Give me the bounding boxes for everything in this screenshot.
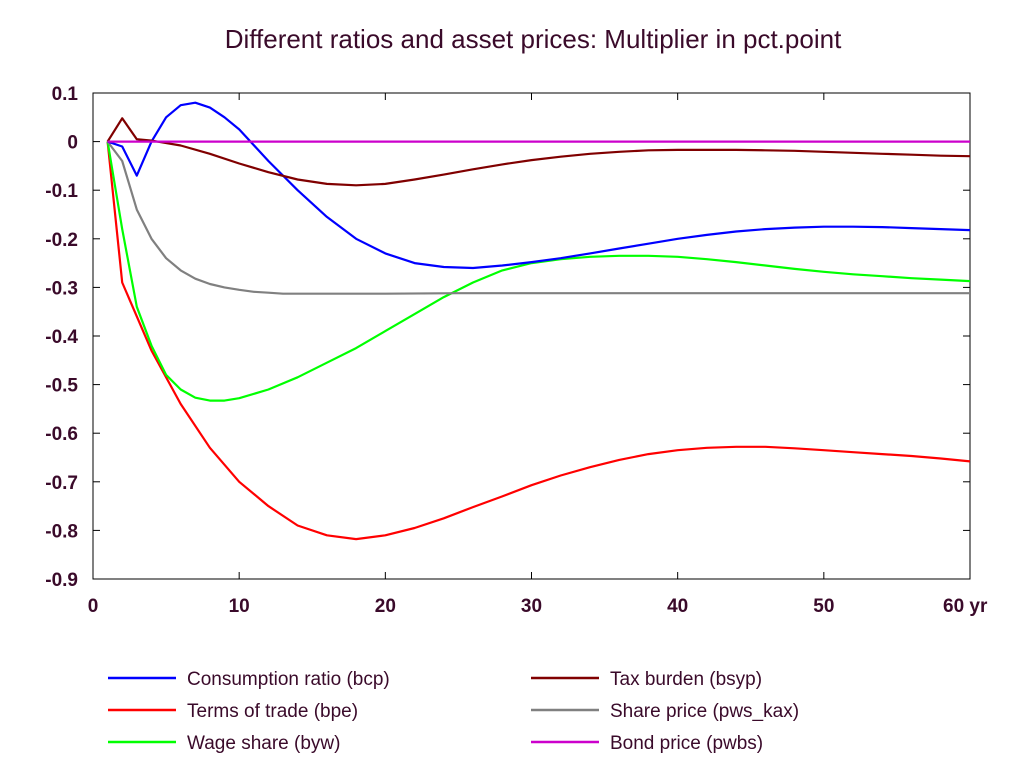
y-tick-label: -0.9: [45, 570, 78, 591]
legend-label: Consumption ratio (bcp): [187, 669, 390, 690]
series-line-1: [107, 101, 971, 270]
y-tick-label: -0.8: [45, 521, 78, 542]
series-line-3: [106, 141, 971, 402]
legend: Consumption ratio (bcp) Terms of trade (b…: [108, 669, 799, 754]
x-tick-label: 20: [375, 596, 396, 617]
series-line-2: [106, 141, 971, 541]
y-tick-label: -0.5: [45, 376, 78, 397]
x-tick-label: 30: [521, 596, 542, 617]
x-tick-label: 60 yr: [943, 596, 988, 617]
y-tick-label: 0: [67, 133, 78, 154]
plot-frame: [92, 92, 971, 580]
y-tick-label: -0.7: [45, 473, 78, 494]
x-tick-label: 10: [229, 596, 250, 617]
legend-label: Wage share (byw): [187, 733, 340, 754]
legend-label: Terms of trade (bpe): [187, 701, 358, 722]
y-tick-label: -0.1: [45, 181, 78, 202]
y-tick-label: -0.6: [45, 424, 78, 445]
x-tick-label: 40: [667, 596, 688, 617]
legend-label: Tax burden (bsyp): [610, 669, 762, 690]
y-tick-label: -0.3: [45, 278, 78, 299]
x-tick-label: 0: [88, 596, 99, 617]
y-axis: 0.1 0 -0.1 -0.2 -0.3 -0.4 -0.5 -0.6 -0.7 -0.8 -0.9: [45, 84, 970, 591]
series-line-4: [106, 117, 971, 187]
y-tick-label: -0.2: [45, 230, 78, 251]
series-line-5: [106, 140, 970, 295]
x-tick-label: 50: [813, 596, 834, 617]
legend-label: Share price (pws_kax): [610, 701, 799, 722]
y-tick-label: -0.4: [45, 327, 78, 348]
chart-title: Different ratios and asset prices: Multi…: [225, 24, 842, 54]
legend-label: Bond price (pwbs): [610, 733, 763, 754]
y-tick-label: 0.1: [52, 84, 79, 105]
series-lines: [106, 101, 971, 541]
x-axis: 0 10 20 30 40 50 60 yr: [88, 93, 988, 617]
